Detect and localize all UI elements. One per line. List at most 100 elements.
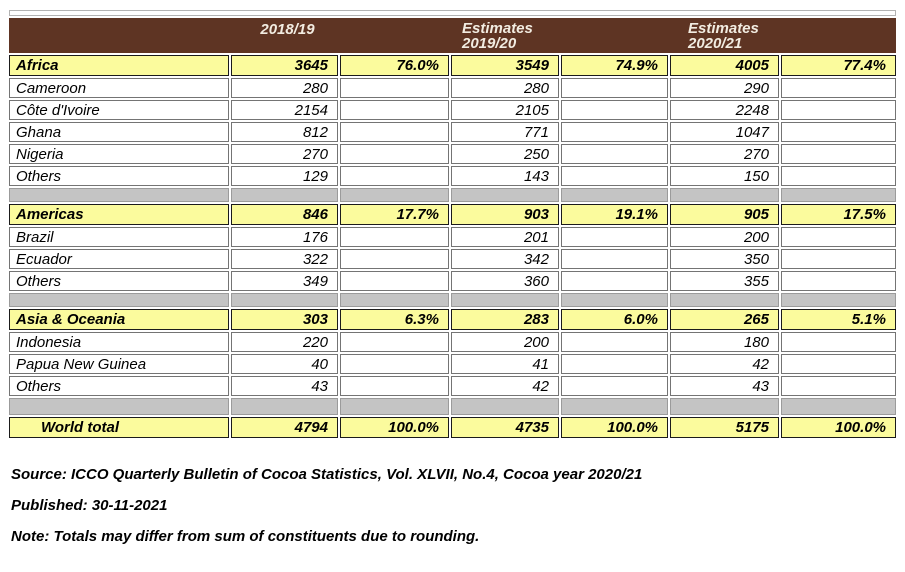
share-2019-20 — [561, 354, 668, 374]
value-2019-20: 201 — [451, 227, 559, 247]
share-2019-20 — [561, 122, 668, 142]
table-row-cote-divoire: Côte d'Ivoire 2154 2105 2248 — [9, 100, 896, 120]
share-2020-21: 100.0% — [781, 417, 896, 438]
share-2018-19 — [340, 144, 449, 164]
separator-cell — [9, 188, 229, 202]
region-row-asia-oceania: Asia & Oceania 303 6.3% 283 6.0% 265 5.1… — [9, 309, 896, 330]
share-2020-21 — [781, 249, 896, 269]
value-2018-19: 812 — [231, 122, 338, 142]
published-note: Published: 30-11-2021 — [11, 497, 168, 514]
table-row-ecuador: Ecuador 322 342 350 — [9, 249, 896, 269]
region-label: Africa — [9, 55, 229, 76]
share-2020-21: 5.1% — [781, 309, 896, 330]
rounding-note: Note: Totals may differ from sum of cons… — [11, 528, 480, 545]
cocoa-production-table: 2018/19 Estimates 2019/20 Estimates 2020… — [7, 8, 898, 440]
value-2019-20: 3549 — [451, 55, 559, 76]
share-2020-21 — [781, 354, 896, 374]
value-2019-20: 250 — [451, 144, 559, 164]
value-2020-21: 2248 — [670, 100, 779, 120]
footer-notes: Source: ICCO Quarterly Bulletin of Cocoa… — [11, 466, 898, 545]
value-2019-20: 143 — [451, 166, 559, 186]
world-total-row: World total 4794 100.0% 4735 100.0% 5175… — [9, 417, 896, 438]
region-label: Americas — [9, 204, 229, 225]
separator-cell — [231, 398, 338, 415]
share-2020-21 — [781, 144, 896, 164]
source-note: Source: ICCO Quarterly Bulletin of Cocoa… — [11, 466, 643, 483]
table-header: 2018/19 Estimates 2019/20 Estimates 2020… — [9, 18, 896, 53]
table-row-africa-others: Others 129 143 150 — [9, 166, 896, 186]
country-label: Others — [9, 271, 229, 291]
value-2020-21: 265 — [670, 309, 779, 330]
separator-row — [9, 293, 896, 307]
total-label: World total — [9, 417, 229, 438]
share-2018-19: 76.0% — [340, 55, 449, 76]
value-2019-20: 4735 — [451, 417, 559, 438]
share-2018-19 — [340, 376, 449, 396]
value-2018-19: 40 — [231, 354, 338, 374]
value-2018-19: 43 — [231, 376, 338, 396]
share-2020-21 — [781, 100, 896, 120]
share-2019-20 — [561, 100, 668, 120]
value-2019-20: 360 — [451, 271, 559, 291]
separator-cell — [670, 188, 779, 202]
value-2018-19: 349 — [231, 271, 338, 291]
share-2019-20 — [561, 144, 668, 164]
value-2018-19: 270 — [231, 144, 338, 164]
share-2019-20: 6.0% — [561, 309, 668, 330]
share-2019-20 — [561, 249, 668, 269]
value-2019-20: 2105 — [451, 100, 559, 120]
share-2019-20: 19.1% — [561, 204, 668, 225]
share-2020-21 — [781, 78, 896, 98]
table-row-asia-others: Others 43 42 43 — [9, 376, 896, 396]
share-2018-19: 17.7% — [340, 204, 449, 225]
country-label: Cameroon — [9, 78, 229, 98]
page: 2018/19 Estimates 2019/20 Estimates 2020… — [7, 8, 898, 545]
top-strip-row — [9, 10, 896, 16]
share-2018-19 — [340, 78, 449, 98]
separator-row — [9, 188, 896, 202]
value-2018-19: 3645 — [231, 55, 338, 76]
share-2020-21 — [781, 332, 896, 352]
value-2020-21: 180 — [670, 332, 779, 352]
share-2018-19 — [340, 100, 449, 120]
value-2020-21: 270 — [670, 144, 779, 164]
top-strip — [9, 10, 896, 16]
separator-cell — [9, 398, 229, 415]
table-row-nigeria: Nigeria 270 250 270 — [9, 144, 896, 164]
share-2018-19 — [340, 227, 449, 247]
country-label: Côte d'Ivoire — [9, 100, 229, 120]
estimates-label: Estimates — [462, 20, 533, 37]
value-2018-19: 322 — [231, 249, 338, 269]
value-2020-21: 355 — [670, 271, 779, 291]
share-2020-21: 17.5% — [781, 204, 896, 225]
header-labels: 2018/19 Estimates 2019/20 Estimates 2020… — [10, 19, 895, 52]
separator-cell — [231, 188, 338, 202]
country-label: Papua New Guinea — [9, 354, 229, 374]
value-2018-19: 280 — [231, 78, 338, 98]
separator-cell — [340, 398, 449, 415]
value-2019-20: 280 — [451, 78, 559, 98]
share-2018-19 — [340, 122, 449, 142]
value-2019-20: 200 — [451, 332, 559, 352]
share-2019-20: 74.9% — [561, 55, 668, 76]
value-2018-19: 176 — [231, 227, 338, 247]
value-2020-21: 905 — [670, 204, 779, 225]
share-2018-19 — [340, 332, 449, 352]
separator-cell — [561, 398, 668, 415]
value-2019-20: 41 — [451, 354, 559, 374]
share-2019-20 — [561, 78, 668, 98]
col-header-2019-20: Estimates 2019/20 — [462, 21, 533, 51]
separator-cell — [781, 188, 896, 202]
value-2020-21: 5175 — [670, 417, 779, 438]
country-label: Others — [9, 166, 229, 186]
col-header-2018-19: 2018/19 — [260, 21, 315, 38]
separator-cell — [340, 293, 449, 307]
separator-cell — [670, 398, 779, 415]
country-label: Others — [9, 376, 229, 396]
value-2018-19: 4794 — [231, 417, 338, 438]
year-label: 2019/20 — [462, 35, 517, 52]
share-2020-21 — [781, 166, 896, 186]
year-label: 2020/21 — [688, 35, 743, 52]
value-2020-21: 42 — [670, 354, 779, 374]
value-2019-20: 771 — [451, 122, 559, 142]
